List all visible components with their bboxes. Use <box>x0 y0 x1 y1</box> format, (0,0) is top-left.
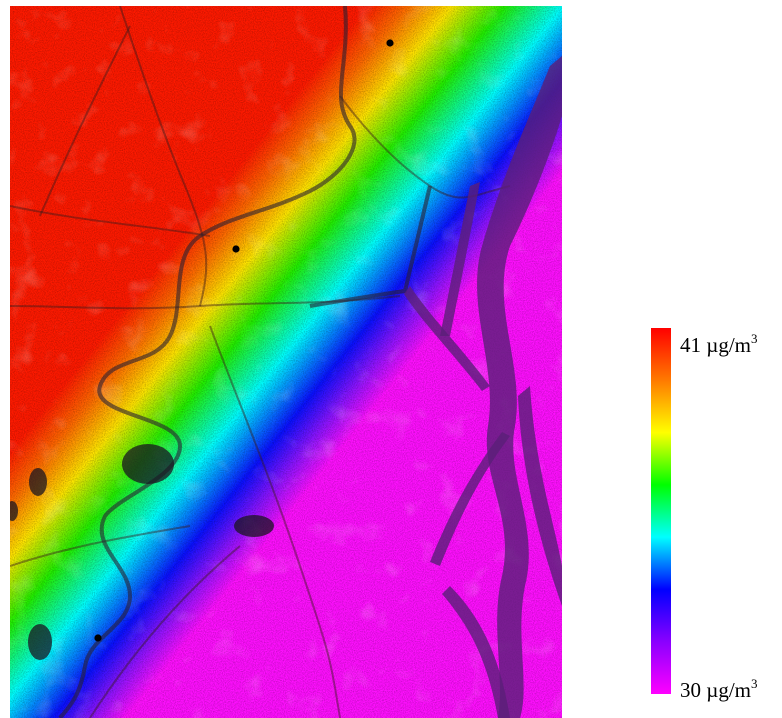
station-marker-center[interactable] <box>232 245 240 253</box>
legend-max-label: 41 µg/m3 <box>680 331 758 358</box>
river-channels <box>404 56 562 718</box>
legend-min-unit-exponent: 3 <box>751 676 758 691</box>
legend-max-value: 41 <box>680 333 701 357</box>
legend-max-unit-exponent: 3 <box>751 331 758 346</box>
legend-max-unit: µg/m <box>706 333 752 357</box>
water-bodies <box>10 444 274 660</box>
station-marker-south[interactable] <box>94 634 102 642</box>
legend-min-unit: µg/m <box>706 678 752 702</box>
canal <box>58 6 432 718</box>
legend-color-bar <box>651 328 671 694</box>
station-marker-north[interactable] <box>386 39 394 47</box>
map-svg <box>10 6 562 718</box>
measurement-stations <box>94 39 394 642</box>
legend-min-value: 30 <box>680 678 701 702</box>
legend-min-label: 30 µg/m3 <box>680 676 758 703</box>
light-patches <box>10 6 562 718</box>
pollution-concentration-map[interactable] <box>10 6 562 718</box>
road-network <box>10 6 511 718</box>
